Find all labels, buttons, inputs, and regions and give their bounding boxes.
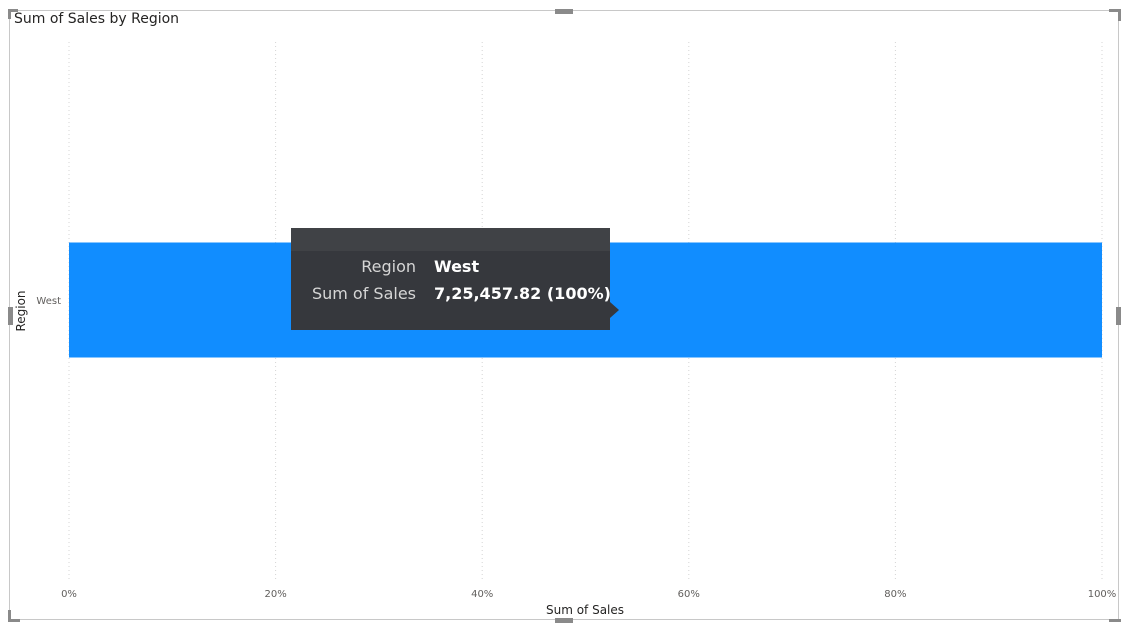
resize-handle-left[interactable]	[8, 307, 13, 325]
y-axis-title: Region	[14, 290, 28, 331]
resize-handle-bottom-left[interactable]	[8, 619, 20, 622]
chart-title: Sum of Sales by Region	[14, 11, 180, 27]
x-axis-ticks: 0% 20% 40% 60% 80% 100%	[61, 589, 1116, 600]
resize-handle-top-right-v[interactable]	[1118, 9, 1121, 21]
x-tick-label: 40%	[471, 589, 493, 600]
resize-handle-bottom-left-v[interactable]	[8, 610, 11, 622]
tooltip: Region West Sum of Sales 7,25,457.82 (10…	[291, 228, 619, 330]
x-tick-label: 20%	[264, 589, 286, 600]
tooltip-key: Sum of Sales	[311, 284, 416, 303]
y-axis-ticks: West	[36, 296, 61, 307]
y-tick-label: West	[36, 296, 61, 307]
x-tick-label: 60%	[678, 589, 700, 600]
resize-handle-right[interactable]	[1116, 307, 1121, 325]
tooltip-pointer	[610, 302, 619, 318]
resize-handle-top[interactable]	[555, 9, 573, 14]
tooltip-value: 7,25,457.82 (100%)	[434, 284, 611, 303]
resize-handle-top-right[interactable]	[1109, 9, 1121, 12]
x-tick-label: 100%	[1088, 589, 1117, 600]
resize-handle-bottom[interactable]	[555, 618, 573, 623]
x-axis-title: Sum of Sales	[546, 603, 624, 617]
tooltip-value: West	[434, 257, 480, 276]
resize-handle-top-left-v[interactable]	[8, 9, 11, 19]
tooltip-header-bar	[291, 228, 610, 251]
x-tick-label: 0%	[61, 589, 77, 600]
resize-handle-top-left[interactable]	[8, 9, 18, 12]
resize-handle-bottom-right[interactable]	[1109, 619, 1121, 622]
x-tick-label: 80%	[884, 589, 906, 600]
tooltip-key: Region	[361, 257, 416, 276]
